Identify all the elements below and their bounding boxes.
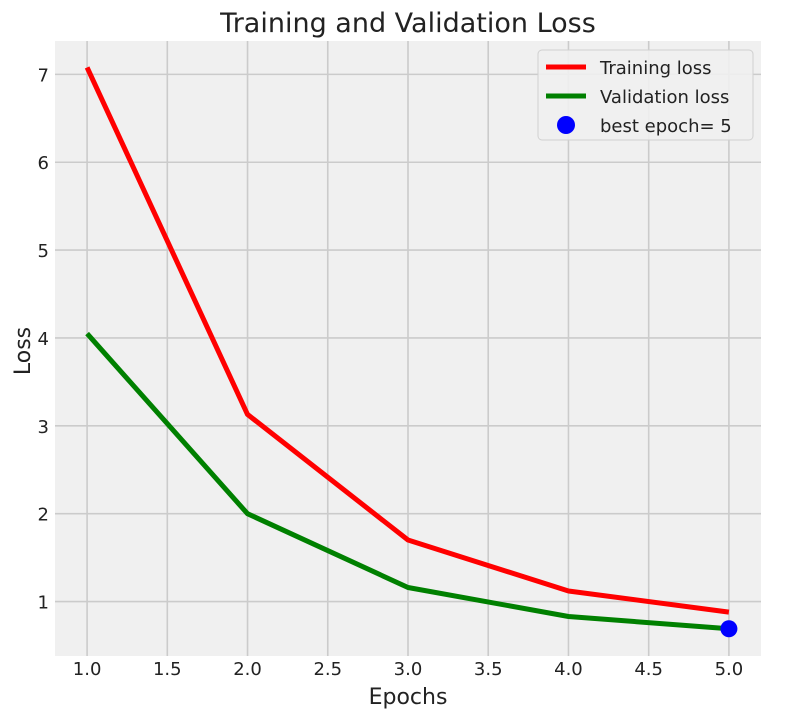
y-tick-label: 1 <box>38 593 49 614</box>
series-lines <box>84 66 730 632</box>
series-line-validation-loss <box>85 331 730 632</box>
x-tick-label: 4.0 <box>554 659 583 680</box>
x-tick-label: 3.0 <box>394 659 423 680</box>
x-axis-label: Epochs <box>369 685 448 710</box>
y-tick-label: 3 <box>38 417 49 438</box>
x-tick-label: 3.5 <box>474 659 503 680</box>
markers <box>720 620 738 638</box>
best-epoch-marker <box>720 620 738 638</box>
y-tick-label: 7 <box>38 65 49 86</box>
legend-label: Training loss <box>599 58 712 79</box>
x-tick-label: 2.0 <box>233 659 262 680</box>
y-tick-label: 2 <box>38 505 49 526</box>
x-tick-label: 1.5 <box>153 659 182 680</box>
chart-title: Training and Validation Loss <box>219 8 596 39</box>
x-tick-label: 4.5 <box>634 659 663 680</box>
legend-label: Validation loss <box>600 87 729 108</box>
legend: Training loss Validation loss best epoch= … <box>537 49 754 141</box>
y-tick-label: 5 <box>38 241 49 262</box>
x-tick-label: 1.0 <box>73 659 102 680</box>
tick-labels: 1.0 1.5 2.0 2.5 3.0 3.5 4.0 4.5 5.0 1 2 3 4 5 6 7 <box>38 65 744 680</box>
y-tick-label: 4 <box>38 329 49 350</box>
legend-box <box>537 49 754 141</box>
series-line-training-loss <box>84 66 730 615</box>
x-tick-label: 2.5 <box>313 659 342 680</box>
y-axis-label: Loss <box>11 327 36 375</box>
y-tick-label: 6 <box>38 153 49 174</box>
x-tick-label: 5.0 <box>715 659 744 680</box>
legend-label: best epoch= 5 <box>600 116 732 137</box>
legend-marker-swatch <box>557 116 575 134</box>
